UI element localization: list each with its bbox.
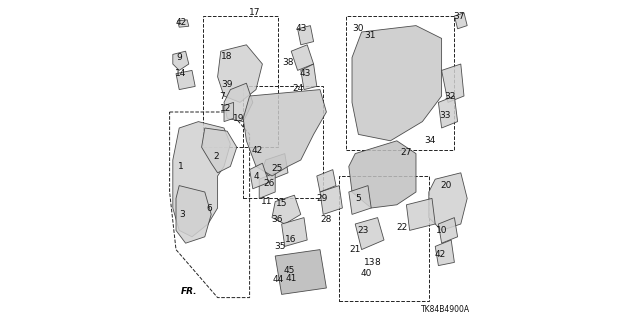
Text: 14: 14 [175,69,186,78]
Text: 41: 41 [285,274,297,283]
Text: 35: 35 [275,242,285,251]
Text: 28: 28 [321,215,332,224]
Text: 30: 30 [353,24,364,33]
Text: 34: 34 [425,136,436,145]
Text: 15: 15 [276,199,287,208]
Text: 29: 29 [316,194,327,203]
Text: 10: 10 [436,226,447,235]
Text: 16: 16 [285,236,297,244]
Text: FR.: FR. [181,287,197,296]
Polygon shape [218,45,262,102]
Text: 13: 13 [364,258,375,267]
Polygon shape [173,122,230,237]
Polygon shape [176,186,211,243]
Text: 18: 18 [221,52,233,60]
Text: 6: 6 [207,204,212,212]
Polygon shape [173,51,189,70]
Text: 43: 43 [300,69,311,78]
Text: 20: 20 [441,181,452,190]
Text: TK84B4900A: TK84B4900A [421,305,470,314]
Polygon shape [224,83,253,122]
Text: 32: 32 [444,92,455,100]
Polygon shape [442,64,464,102]
Text: 45: 45 [284,266,295,275]
Polygon shape [178,20,189,27]
Polygon shape [317,170,336,192]
Text: 2: 2 [213,152,219,161]
Polygon shape [438,218,458,243]
Text: 19: 19 [233,114,244,123]
Polygon shape [262,154,288,179]
Text: 44: 44 [273,276,284,284]
Text: 42: 42 [175,18,186,27]
Polygon shape [406,198,435,230]
Text: 25: 25 [271,164,282,172]
Polygon shape [349,141,416,208]
Text: 42: 42 [435,250,445,259]
Text: 1: 1 [178,162,184,171]
Text: 21: 21 [349,245,361,254]
Text: 24: 24 [292,84,303,92]
Polygon shape [224,102,234,122]
Text: 5: 5 [356,194,361,203]
Polygon shape [438,96,458,128]
Polygon shape [355,218,384,250]
Text: 8: 8 [375,258,380,267]
Text: 33: 33 [439,111,451,120]
Text: 26: 26 [263,180,275,188]
Polygon shape [202,128,237,173]
Polygon shape [272,195,301,224]
Polygon shape [259,173,275,198]
Text: 42: 42 [252,146,263,155]
Text: 23: 23 [358,226,369,235]
Text: 31: 31 [364,31,375,40]
Polygon shape [429,173,467,230]
Polygon shape [176,70,195,90]
Text: 37: 37 [454,12,465,20]
Text: 43: 43 [295,24,307,33]
Text: 38: 38 [282,58,294,67]
Polygon shape [352,26,442,141]
Text: 9: 9 [177,53,182,62]
Polygon shape [349,186,371,214]
Text: 39: 39 [221,80,233,89]
Text: 3: 3 [180,210,185,219]
Polygon shape [301,64,317,90]
Polygon shape [275,250,326,294]
Polygon shape [298,26,314,45]
Text: 40: 40 [361,269,372,278]
Polygon shape [454,13,467,29]
Text: 12: 12 [220,104,231,113]
Polygon shape [291,45,314,70]
Text: 4: 4 [253,172,259,180]
Text: 27: 27 [401,148,412,156]
Text: 22: 22 [396,223,407,232]
Polygon shape [250,163,269,189]
Polygon shape [435,240,454,266]
Polygon shape [282,218,307,246]
Polygon shape [243,90,326,176]
Text: 7: 7 [220,92,225,100]
Text: 17: 17 [249,8,260,17]
Text: 36: 36 [271,215,282,224]
Text: 11: 11 [262,197,273,206]
Polygon shape [320,186,342,214]
